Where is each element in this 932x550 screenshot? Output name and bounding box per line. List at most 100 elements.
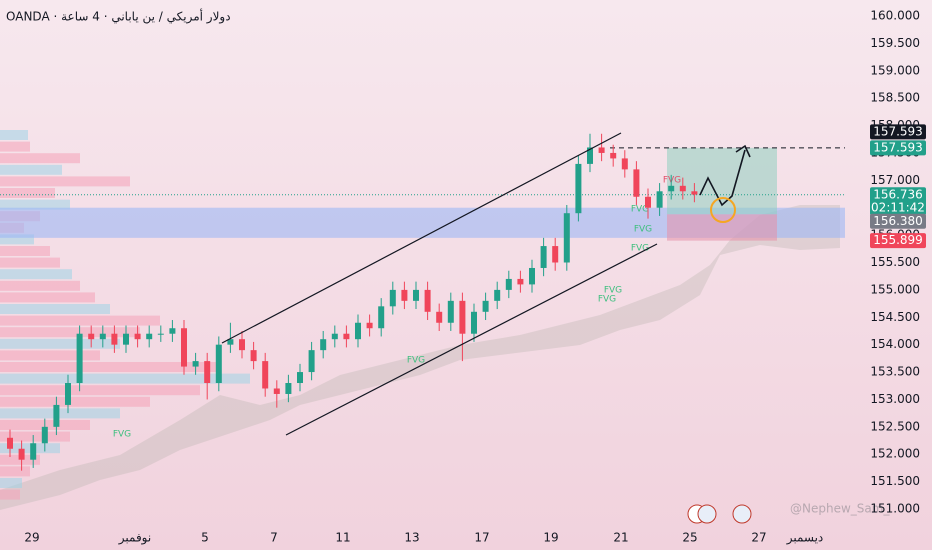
candle-body xyxy=(134,333,141,340)
x-tick-label: 27 xyxy=(751,531,766,545)
price-tag-label: 157.593 xyxy=(873,140,923,154)
profile-bar xyxy=(0,350,100,361)
candle-body xyxy=(76,333,83,384)
profile-bar xyxy=(0,269,72,280)
x-tick-label: 5 xyxy=(201,531,209,545)
candle-body xyxy=(436,311,443,323)
profile-bar xyxy=(0,385,200,396)
profile-bar xyxy=(0,373,250,384)
price-tag xyxy=(870,233,926,249)
y-tick-label: 151.500 xyxy=(870,474,920,488)
fvg-label: FVG xyxy=(663,176,681,186)
candle-body xyxy=(157,333,164,335)
x-tick-label: 13 xyxy=(404,531,419,545)
profile-bar xyxy=(0,478,22,488)
profile-bar xyxy=(0,153,80,164)
candle-body xyxy=(262,361,269,389)
candle-body xyxy=(610,152,617,159)
event-icon xyxy=(697,504,717,524)
profile-bar xyxy=(0,431,70,442)
profile-bar xyxy=(0,315,160,326)
profile-bar xyxy=(0,396,150,407)
candle-body xyxy=(389,289,396,307)
profile-bar xyxy=(0,246,50,256)
target-zone xyxy=(667,147,777,215)
chart-title: OANDA · دولار أمريكي / ين ياباني · 4 ساع… xyxy=(6,9,231,25)
projection-path xyxy=(699,149,746,207)
candle-body xyxy=(540,246,547,268)
profile-bar xyxy=(0,408,120,419)
y-tick-label: 153.500 xyxy=(870,365,920,379)
y-tick-label: 153.000 xyxy=(870,392,920,406)
candle-body xyxy=(494,289,501,301)
x-tick-label: ديسمبر xyxy=(786,531,824,546)
y-tick-label: 159.500 xyxy=(870,36,920,50)
candle-body xyxy=(656,191,663,208)
candle-body xyxy=(691,191,698,195)
candle-body xyxy=(424,289,431,312)
fvg-label: FVG xyxy=(604,286,622,296)
candle-body xyxy=(598,147,605,153)
candle-body xyxy=(355,322,361,340)
price-tag xyxy=(870,213,926,229)
profile-bar xyxy=(0,362,220,372)
candle-body xyxy=(99,333,106,340)
candle-body xyxy=(227,339,234,345)
candle-body xyxy=(215,344,222,384)
candles xyxy=(7,133,698,471)
candle-body xyxy=(413,289,419,301)
candle-body xyxy=(41,426,48,444)
x-tick-label: 21 xyxy=(613,531,628,545)
profile-bar xyxy=(0,130,28,140)
cloud xyxy=(0,205,840,510)
candle-body xyxy=(88,333,95,340)
profile-bar xyxy=(0,257,60,268)
profile-bar xyxy=(0,280,80,291)
candle-body xyxy=(7,437,13,449)
profile-bar xyxy=(0,234,34,245)
y-tick-label: 157.000 xyxy=(870,173,920,187)
price-tag-label: 156.736 xyxy=(873,187,923,201)
candle-body xyxy=(552,246,559,263)
candle-body xyxy=(204,361,211,384)
candle-body xyxy=(239,339,245,351)
candle-body xyxy=(517,278,524,285)
candle-body xyxy=(471,311,477,334)
candle-body xyxy=(378,306,385,329)
profile-bar xyxy=(0,292,95,303)
candle-body xyxy=(447,300,454,323)
stop-zone xyxy=(667,214,777,241)
price-tag xyxy=(870,140,926,156)
candle-body xyxy=(285,383,292,394)
y-tick-label: 160.000 xyxy=(870,9,920,23)
profile-bar xyxy=(0,443,60,454)
profile-bar xyxy=(0,454,40,465)
candle-body xyxy=(273,388,280,394)
price-tag-label: 156.380 xyxy=(873,214,923,228)
y-tick-label: 155.500 xyxy=(870,255,920,269)
y-tick-label: 155.000 xyxy=(870,282,920,296)
profile-bar xyxy=(0,304,110,314)
candle-body xyxy=(297,372,303,384)
x-tick-label: 25 xyxy=(682,531,697,545)
profile-bar xyxy=(0,466,30,477)
entry-circle xyxy=(710,197,736,223)
price-tag xyxy=(870,187,926,216)
price-axis: 160.000159.500159.000158.500158.000157.5… xyxy=(24,9,920,546)
x-tick-label: 7 xyxy=(270,531,278,545)
candle-body xyxy=(192,361,199,367)
candle-body xyxy=(575,163,582,214)
channel-lower xyxy=(285,243,658,436)
candle-body xyxy=(331,333,338,340)
candle-body xyxy=(250,350,257,362)
fvg-label: FVG xyxy=(407,356,425,366)
projection-arrowhead xyxy=(735,144,751,158)
y-tick-label: 152.000 xyxy=(870,447,920,461)
candle-body xyxy=(679,185,686,192)
candle-body xyxy=(18,448,25,460)
price-tag-label: 155.899 xyxy=(873,233,923,247)
profile-bar xyxy=(0,188,55,198)
